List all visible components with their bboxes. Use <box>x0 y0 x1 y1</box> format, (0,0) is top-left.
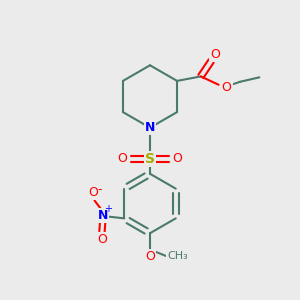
Text: CH₃: CH₃ <box>167 251 188 261</box>
Text: O: O <box>117 152 127 164</box>
Text: N: N <box>145 121 155 134</box>
Text: O: O <box>222 81 232 94</box>
Text: O: O <box>173 152 183 164</box>
Text: O: O <box>97 233 107 246</box>
Text: -: - <box>97 183 102 196</box>
Text: O: O <box>145 250 155 262</box>
Text: +: + <box>104 204 112 214</box>
Text: O: O <box>210 48 220 61</box>
Text: O: O <box>89 186 99 199</box>
Text: S: S <box>145 152 155 166</box>
Text: N: N <box>98 208 108 222</box>
